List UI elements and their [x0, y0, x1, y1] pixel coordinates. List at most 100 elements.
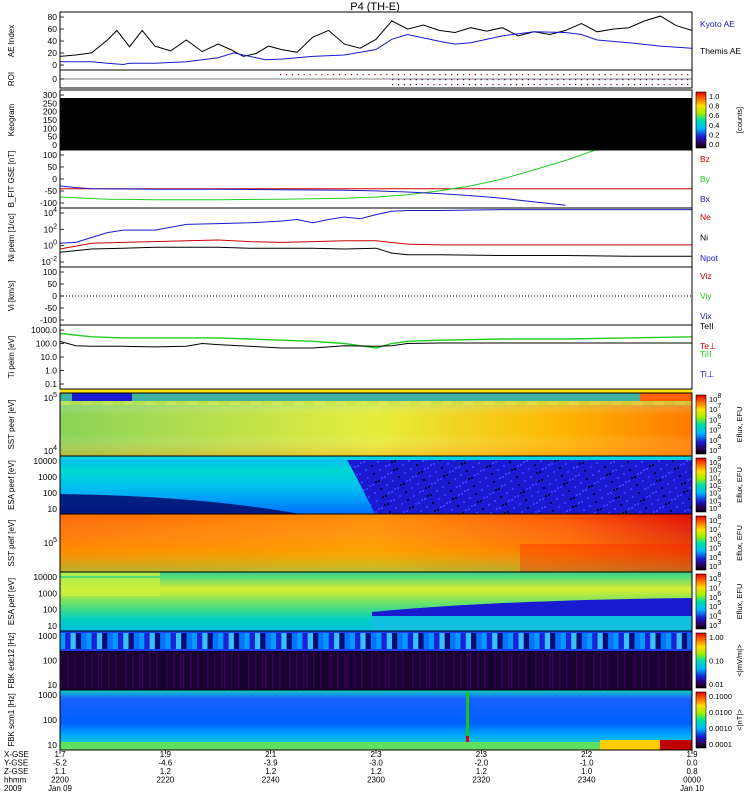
colorbar-tick: 105 [709, 600, 721, 611]
panel-esa_e: ESA peef [eV] 100001000100101091081071061… [7, 456, 744, 514]
colorbar-tick: 106 [709, 532, 721, 543]
ylabel-density: Ni peim [1/cc] [7, 213, 16, 261]
ytick-esa_e: 1000 [38, 472, 57, 482]
xtick-label: 2300 [367, 776, 385, 785]
colorbar-tick: 0.2 [709, 130, 719, 139]
legend-bfield: Bx [700, 194, 711, 204]
ytick-velocity: -50 [45, 303, 58, 313]
colorbar-tick: 105 [709, 424, 721, 435]
xtick-label: 1.2 [370, 767, 382, 776]
series-bfield-by [60, 150, 598, 201]
ytick-ae: 80 [48, 12, 58, 22]
frame-roi [59, 69, 693, 89]
ytick-sst_e: 105 [44, 392, 57, 403]
legend-temperature: Te⊥ [700, 341, 717, 351]
ytick-fbk_e: 10 [48, 680, 58, 690]
xtick-label: -3.9 [264, 759, 278, 768]
ytick-esa_i: 10000 [33, 572, 57, 582]
ytick-fbk_e: 100 [43, 656, 57, 666]
xtick-label: -4.6 [158, 759, 172, 768]
panel-roi: ROI 0 [7, 72, 64, 86]
ytick-velocity: 0 [52, 291, 57, 301]
series-density-npot [60, 246, 692, 257]
legend-bfield: Bz [700, 154, 710, 164]
colorbar-esa_i [695, 573, 707, 630]
ytick-bfield: -100 [40, 198, 57, 208]
figure-title: P4 (TH-E) [350, 1, 400, 13]
ytick-keogram: 50 [48, 132, 58, 142]
colorbar-tick: 103 [709, 444, 721, 455]
ytick-temperature: 10.0 [40, 352, 57, 362]
fbk-b-image [60, 690, 692, 750]
xaxis-row-label: 2009 [4, 784, 22, 793]
legend-bfield: By [700, 174, 711, 184]
series-ae-themis-ae [60, 31, 692, 66]
frame-ae [59, 11, 693, 71]
xtick-label: 1.0 [581, 767, 593, 776]
esa-i-image [60, 572, 692, 631]
xtick-label: 0000 [683, 776, 701, 785]
ytick-keogram: 200 [43, 107, 57, 117]
xtick-label: 2320 [472, 776, 490, 785]
colorbar-tick: 105 [709, 487, 721, 498]
sst-e-image [60, 393, 692, 456]
ytick-keogram: 0 [52, 140, 57, 150]
colorbar-label-keogram: [counts] [735, 107, 744, 133]
ytick-roi: 0 [52, 74, 57, 84]
series-ae-kyoto-ae [60, 15, 692, 57]
colorbar-tick: 0.0010 [709, 724, 732, 733]
ytick-velocity: -100 [40, 315, 57, 325]
xtick-label: 1.2 [160, 767, 172, 776]
colorbar-tick: 0.1000 [709, 692, 732, 701]
legend-ae: Themis AE [700, 46, 741, 56]
ytick-bfield: 50 [48, 162, 58, 172]
xtick-label: 2.1 [265, 750, 277, 759]
legend-density: Npot [700, 253, 719, 263]
xtick-label: 1.2 [265, 767, 277, 776]
ylabel-sst_i: SST peif [eV] [7, 520, 16, 567]
ytick-fbk_b: 10 [48, 740, 58, 750]
ytick-temperature: 1.0 [45, 366, 57, 376]
colorbar-tick: 108 [709, 464, 721, 475]
colorbar-tick: 108 [709, 572, 721, 583]
ytick-keogram: 100 [43, 123, 57, 133]
legend-ae: Kyoto AE [700, 19, 735, 29]
ylabel-esa_i: ESA peif [eV] [7, 578, 16, 625]
ylabel-esa_e: ESA peef [eV] [7, 460, 16, 510]
colorbar-tick: 0.4 [709, 121, 719, 130]
colorbar-fbk_b [695, 691, 707, 749]
colorbar-tick: 103 [709, 560, 721, 571]
panel-sst_i: SST peif [eV] 105108107106105104103Eflux,… [7, 514, 744, 571]
fbk-e-image [60, 631, 692, 690]
ytick-fbk_e: 1000 [38, 631, 57, 641]
colorbar-tick: 0.0 [709, 140, 719, 149]
ytick-esa_e: 100 [43, 488, 57, 498]
series-temperature-teii [60, 340, 692, 349]
ytick-ae: 60 [48, 24, 58, 34]
colorbar-tick: 106 [709, 591, 721, 602]
series-bfield-bx [60, 185, 566, 206]
colorbar-tick: 104 [709, 434, 721, 445]
ytick-density: 102 [44, 223, 57, 234]
ytick-temperature: 0.1 [45, 379, 57, 389]
ytick-esa_i: 100 [43, 605, 57, 615]
legend-density: Ne [700, 212, 711, 222]
ytick-density: 10-2 [41, 256, 57, 267]
xtick-label: 1.9 [686, 750, 698, 759]
xtick-label: 1.9 [160, 750, 172, 759]
panel-bfield: B_FIT GSE [nT] 100 50 0 -50 -100 Bz By Bx [7, 150, 711, 208]
sst-e-top-band [60, 389, 692, 393]
xtick-label: 0.8 [686, 767, 698, 776]
xtick-label: 2340 [578, 776, 596, 785]
legend-temperature: TeII [700, 321, 714, 331]
legend-velocity: Vix [700, 311, 712, 321]
colorbar-tick: 109 [709, 456, 721, 467]
sst-i-image [60, 514, 692, 572]
frame-density [59, 207, 693, 268]
xtick-label: Jan 09 [48, 784, 73, 793]
colorbar-fbk_e [695, 632, 707, 689]
xtick-label: -5.2 [53, 759, 67, 768]
ytick-ae: 0 [52, 60, 57, 70]
xtick-label: 1.7 [54, 750, 66, 759]
